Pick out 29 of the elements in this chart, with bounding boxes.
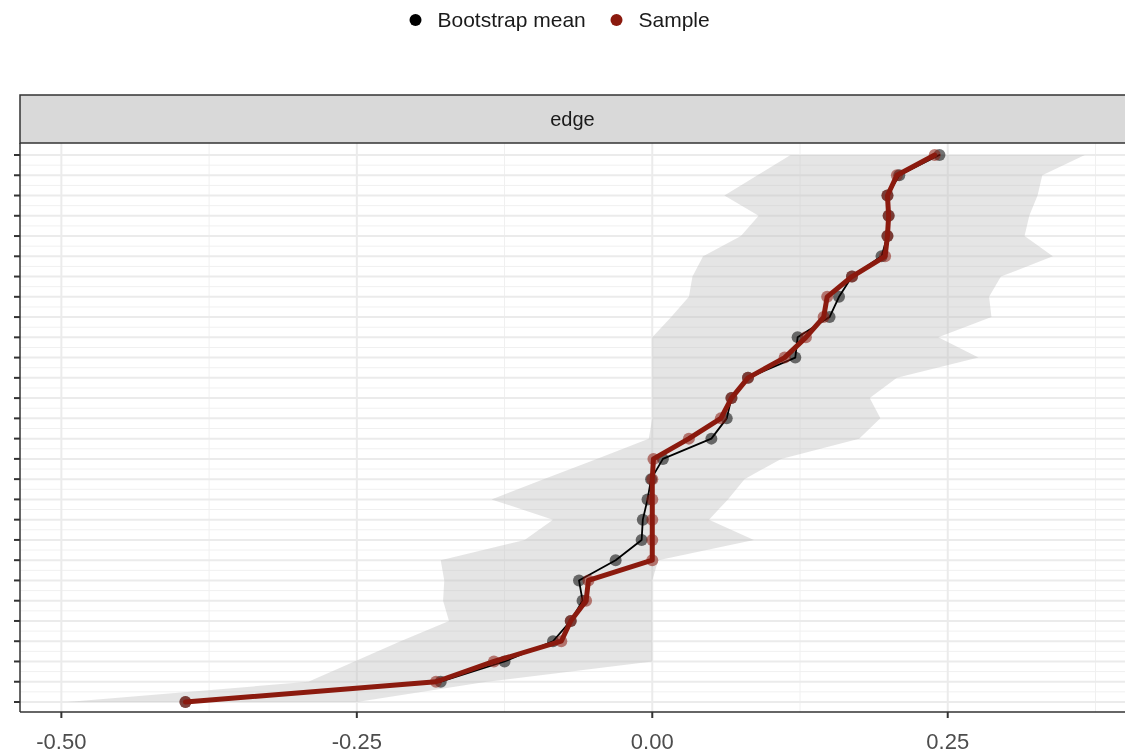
point (646, 533, 659, 546)
point (879, 250, 892, 263)
point (646, 493, 659, 506)
point (817, 311, 830, 324)
point (682, 432, 695, 445)
point (799, 331, 812, 344)
x-tick-label: -0.50 (36, 729, 87, 753)
point (646, 513, 659, 526)
point (609, 554, 622, 567)
legend-label: Bootstrap mean (437, 8, 586, 32)
point (646, 554, 659, 567)
point (928, 149, 941, 161)
point (821, 290, 834, 303)
point (582, 574, 595, 587)
point (555, 635, 568, 648)
point (833, 290, 845, 303)
point (647, 452, 660, 465)
point (714, 412, 727, 425)
chart-title: edge (550, 108, 595, 130)
x-tick-label: 0.00 (630, 729, 674, 753)
point (580, 594, 593, 607)
point (430, 675, 442, 688)
x-tick-label: -0.25 (331, 729, 382, 753)
point (635, 533, 648, 546)
point (705, 432, 718, 445)
x-tick-label: 0.25 (926, 729, 970, 753)
point (778, 351, 791, 364)
point (487, 655, 500, 668)
legend-label: Sample (638, 8, 710, 32)
